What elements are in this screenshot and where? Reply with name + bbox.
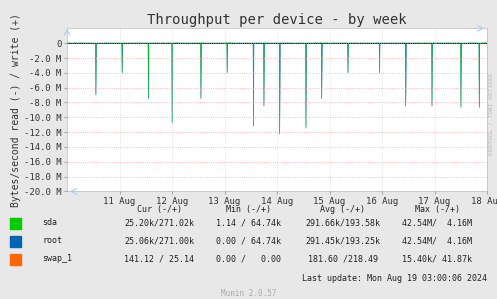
Text: Avg (-/+): Avg (-/+) xyxy=(321,205,365,214)
Text: 42.54M/  4.16M: 42.54M/ 4.16M xyxy=(403,218,472,227)
Y-axis label: Bytes/second read (-) / write (+): Bytes/second read (-) / write (+) xyxy=(11,13,21,207)
Text: 141.12 / 25.14: 141.12 / 25.14 xyxy=(124,254,194,263)
Text: swap_1: swap_1 xyxy=(42,254,72,263)
Text: sda: sda xyxy=(42,218,57,227)
Text: 0.00 /   0.00: 0.00 / 0.00 xyxy=(216,254,281,263)
Text: 15.40k/ 41.87k: 15.40k/ 41.87k xyxy=(403,254,472,263)
Text: RRDTOOL / TOBI OETIKER: RRDTOOL / TOBI OETIKER xyxy=(488,72,493,155)
Text: Max (-/+): Max (-/+) xyxy=(415,205,460,214)
Text: Munin 2.0.57: Munin 2.0.57 xyxy=(221,289,276,298)
Text: 25.06k/271.00k: 25.06k/271.00k xyxy=(124,236,194,245)
Text: 291.66k/193.58k: 291.66k/193.58k xyxy=(306,218,380,227)
Text: Cur (-/+): Cur (-/+) xyxy=(137,205,181,214)
Text: 181.60 /218.49: 181.60 /218.49 xyxy=(308,254,378,263)
Text: 42.54M/  4.16M: 42.54M/ 4.16M xyxy=(403,236,472,245)
Text: Min (-/+): Min (-/+) xyxy=(226,205,271,214)
Text: 291.45k/193.25k: 291.45k/193.25k xyxy=(306,236,380,245)
Text: 25.20k/271.02k: 25.20k/271.02k xyxy=(124,218,194,227)
Text: 1.14 / 64.74k: 1.14 / 64.74k xyxy=(216,218,281,227)
Text: 0.00 / 64.74k: 0.00 / 64.74k xyxy=(216,236,281,245)
Text: root: root xyxy=(42,236,62,245)
Text: Last update: Mon Aug 19 03:00:06 2024: Last update: Mon Aug 19 03:00:06 2024 xyxy=(302,274,487,283)
Title: Throughput per device - by week: Throughput per device - by week xyxy=(147,13,407,27)
